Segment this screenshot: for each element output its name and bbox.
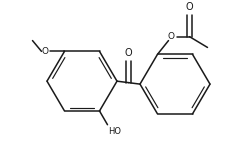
Text: O: O — [42, 47, 49, 56]
Text: O: O — [125, 48, 132, 58]
Text: O: O — [168, 32, 175, 41]
Text: O: O — [186, 2, 193, 12]
Text: HO: HO — [108, 127, 122, 136]
